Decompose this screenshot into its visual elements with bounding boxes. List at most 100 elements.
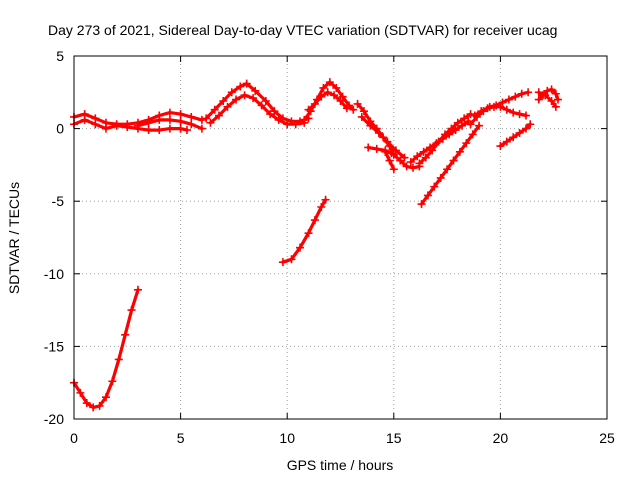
data-point <box>462 139 471 148</box>
data-point <box>291 120 300 129</box>
data-series <box>70 78 562 412</box>
data-point <box>251 86 260 95</box>
data-point <box>541 91 550 100</box>
axis-ticks: 0 5 10 15 20 25 -20 -15 -10 -5 0 5 <box>44 48 615 446</box>
data-point <box>372 144 381 153</box>
data-point <box>451 126 460 135</box>
data-point <box>445 130 454 139</box>
data-point <box>402 162 411 171</box>
data-point <box>387 149 396 158</box>
data-point <box>534 88 543 97</box>
data-point <box>359 107 368 116</box>
data-point <box>202 114 211 123</box>
data-point <box>165 115 174 124</box>
data-point <box>415 159 424 168</box>
series-arc-21 <box>534 88 560 111</box>
x-tick-label: 0 <box>70 430 78 446</box>
data-point <box>266 110 275 119</box>
y-tick-label: -20 <box>44 411 64 427</box>
data-point <box>524 88 533 97</box>
data-point <box>283 120 292 129</box>
data-point <box>426 143 435 152</box>
data-point <box>165 108 174 117</box>
data-point <box>336 97 345 106</box>
data-point <box>133 121 142 130</box>
series-trace <box>469 90 530 126</box>
series-trace <box>419 124 481 206</box>
data-point <box>389 165 398 174</box>
data-point <box>366 121 375 130</box>
x-tick-label: 25 <box>599 430 615 446</box>
data-point <box>332 83 341 92</box>
series-arc-2 <box>278 195 330 267</box>
data-point <box>381 147 390 156</box>
data-point <box>323 88 332 97</box>
data-point <box>278 258 287 267</box>
series-trace <box>281 198 328 264</box>
data-point <box>534 95 543 104</box>
data-point <box>391 146 400 155</box>
data-point <box>515 128 524 137</box>
data-point <box>521 111 530 120</box>
data-point <box>553 95 562 104</box>
data-point <box>223 102 232 111</box>
data-point <box>423 191 432 200</box>
data-point <box>304 105 313 114</box>
series-arc-7 <box>206 91 309 129</box>
data-point <box>408 163 417 172</box>
data-point <box>547 97 556 106</box>
data-point <box>310 99 319 108</box>
data-point <box>419 147 428 156</box>
data-point <box>295 243 304 252</box>
data-point <box>123 123 132 132</box>
series-arc-16 <box>417 121 484 209</box>
data-point <box>176 110 185 119</box>
data-point <box>396 156 405 165</box>
data-point <box>270 107 279 116</box>
data-point <box>475 121 484 130</box>
x-tick-label: 15 <box>386 430 402 446</box>
data-point <box>304 229 313 238</box>
data-point <box>249 94 258 103</box>
data-point <box>325 78 334 87</box>
data-point <box>287 255 296 264</box>
data-point <box>509 133 518 142</box>
data-point <box>321 195 330 204</box>
data-point <box>338 92 347 101</box>
data-point <box>342 104 351 113</box>
series-arc-13 <box>381 147 398 174</box>
data-point <box>504 95 513 104</box>
series-arc-1 <box>70 285 142 412</box>
data-point <box>155 126 164 135</box>
data-point <box>330 91 339 100</box>
data-point <box>319 83 328 92</box>
x-tick-label: 10 <box>279 430 295 446</box>
y-tick-label: 0 <box>56 121 64 137</box>
data-point <box>385 156 394 165</box>
data-point <box>197 115 206 124</box>
data-point <box>421 153 430 162</box>
data-point <box>91 120 100 129</box>
data-point <box>543 86 552 95</box>
data-point <box>496 142 505 151</box>
data-point <box>477 107 486 116</box>
data-point <box>95 401 104 410</box>
data-point <box>400 153 409 162</box>
data-point <box>155 115 164 124</box>
data-point <box>127 306 136 315</box>
data-point <box>101 393 110 402</box>
data-point <box>455 147 464 156</box>
data-point <box>551 102 560 111</box>
data-point <box>502 137 511 146</box>
data-point <box>108 377 117 386</box>
data-point <box>165 124 174 133</box>
data-point <box>483 104 492 113</box>
data-point <box>232 95 241 104</box>
y-tick-label: -15 <box>44 338 64 354</box>
grid-lines <box>74 56 607 419</box>
data-point <box>526 120 535 129</box>
series-arc-11 <box>357 112 409 162</box>
data-point <box>406 157 415 166</box>
data-point <box>144 126 153 135</box>
data-point <box>498 98 507 107</box>
